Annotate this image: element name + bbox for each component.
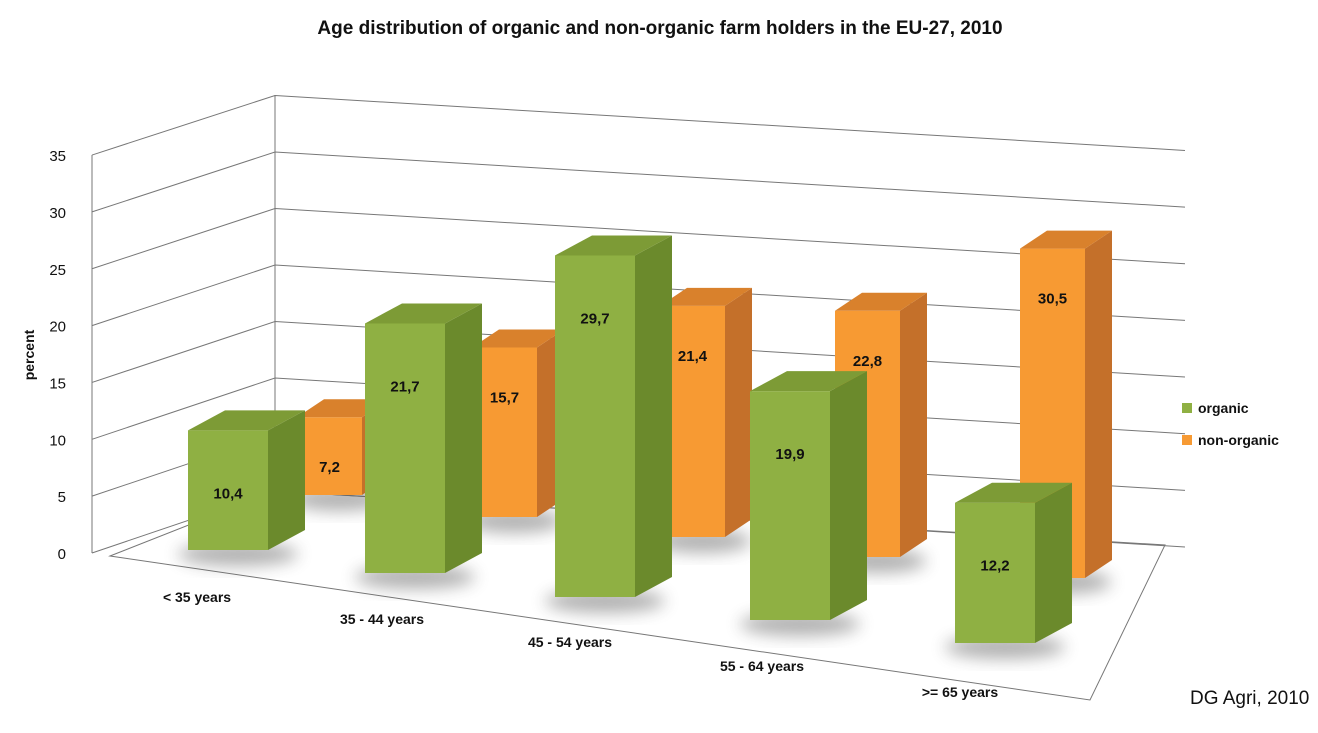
bar-front — [955, 502, 1035, 643]
bar-organic-1: 21,7 — [365, 303, 482, 573]
bars: 7,2 10,4 15,7 21,7 21,4 29,7 22,8 19,9 30,5 12,2 — [188, 230, 1112, 643]
bar-top — [555, 235, 672, 256]
data-label: 29,7 — [580, 310, 609, 327]
bar-organic-2: 29,7 — [555, 235, 672, 597]
bar-top — [835, 292, 927, 311]
bar-front — [555, 255, 635, 597]
bar-organic-0: 10,4 — [188, 410, 305, 550]
bar-top — [955, 482, 1072, 503]
bar-top — [365, 303, 482, 324]
y-axis-label: percent — [21, 329, 37, 380]
x-tick-label: 35 - 44 years — [340, 611, 424, 627]
data-label: 7,2 — [319, 459, 340, 476]
y-tick-label: 15 — [49, 375, 66, 392]
x-axis-ticks: < 35 years 35 - 44 years 45 - 54 years 55 -… — [163, 589, 998, 700]
bar-top — [1020, 230, 1112, 249]
y-axis-ticks: 0 5 10 15 20 25 30 35 — [49, 148, 66, 563]
bar-front — [750, 391, 830, 620]
legend-label-organic: organic — [1198, 400, 1249, 416]
gridline — [91, 151, 1186, 213]
x-tick-label: 45 - 54 years — [528, 634, 612, 650]
bar-non-organic-1: 15,7 — [472, 329, 564, 517]
data-label: 30,5 — [1038, 291, 1067, 308]
x-tick-label: 55 - 64 years — [720, 658, 804, 674]
data-label: 12,2 — [980, 558, 1009, 575]
y-tick-label: 20 — [49, 319, 66, 336]
chart-title: Age distribution of organic and non-orga… — [317, 18, 1002, 39]
y-tick-label: 5 — [58, 489, 66, 506]
source-note: DG Agri, 2010 — [1190, 688, 1309, 709]
bar-side — [635, 235, 672, 597]
y-tick-label: 30 — [49, 205, 66, 222]
bar-side — [830, 371, 867, 620]
legend-swatch-organic — [1182, 403, 1192, 413]
y-tick-label: 35 — [49, 148, 66, 165]
bar-front — [365, 323, 445, 573]
data-label: 10,4 — [213, 485, 243, 502]
bar-front — [297, 417, 362, 495]
bar-organic-4: 12,2 — [955, 482, 1072, 643]
y-tick-label: 10 — [49, 432, 66, 449]
y-tick-label: 0 — [58, 546, 66, 563]
bar-side — [268, 410, 305, 550]
legend-swatch-non-organic — [1182, 435, 1192, 445]
data-label: 21,7 — [390, 378, 419, 395]
gridline — [91, 94, 1186, 156]
bar-side — [445, 303, 482, 573]
bar-side — [900, 292, 927, 557]
data-label: 19,9 — [775, 446, 804, 463]
data-label: 21,4 — [678, 348, 708, 365]
legend-label-non-organic: non-organic — [1198, 432, 1279, 448]
x-tick-label: >= 65 years — [922, 684, 999, 700]
y-tick-label: 25 — [49, 262, 66, 279]
legend: organic non-organic — [1182, 400, 1279, 448]
bar-front — [188, 430, 268, 550]
bar-non-organic-2: 21,4 — [660, 287, 752, 537]
bar-top — [188, 410, 305, 431]
data-label: 22,8 — [853, 353, 882, 370]
bar-side — [725, 287, 752, 537]
bar-top — [472, 329, 564, 348]
bar-side — [1035, 482, 1072, 643]
x-tick-label: < 35 years — [163, 589, 231, 605]
data-label: 15,7 — [490, 389, 519, 406]
bar-top — [660, 287, 752, 306]
bar-organic-3: 19,9 — [750, 371, 867, 620]
bar-front — [472, 347, 537, 517]
bar-top — [750, 371, 867, 392]
bar-side — [1085, 230, 1112, 578]
